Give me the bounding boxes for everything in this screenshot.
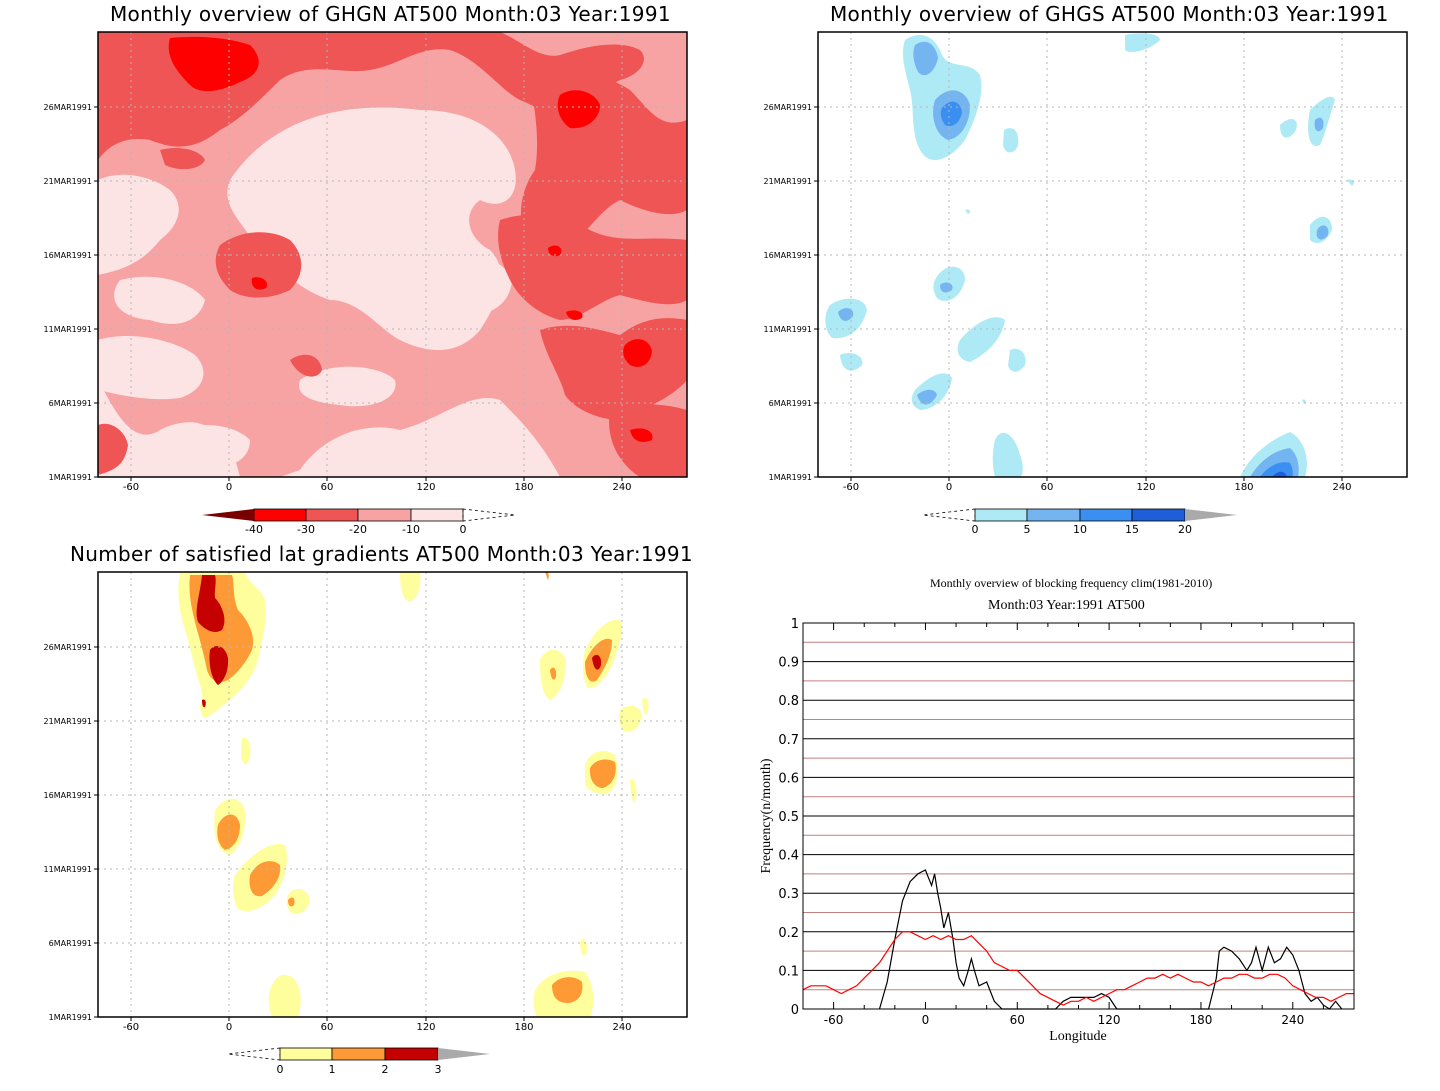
colorbar-label: -20 [349, 523, 367, 536]
x-tick-label: 120 [1136, 482, 1155, 493]
ghgs-colorbar: 0 5 10 15 20 [922, 508, 1237, 536]
y-tick-label: 26MAR1991 [764, 103, 812, 112]
frequency-chart: -60 0 60 120 180 240 0 0.1 0.2 0.3 0.4 0.5 0.6 0.7 0.8… [759, 617, 1355, 1044]
y-tick-label: 1 [791, 617, 799, 632]
frequency-subtitle: Month:03 Year:1991 AT500 [988, 598, 1145, 613]
x-tick-label: -60 [123, 482, 139, 493]
colorbar-label: -30 [297, 523, 315, 536]
x-tick-label: 180 [514, 482, 533, 493]
y-tick-label: 0.6 [778, 771, 799, 786]
ghgs-title: Monthly overview of GHGS AT500 Month:03 … [830, 2, 1389, 26]
x-tick-label: 0 [946, 482, 952, 493]
ghgn-field [98, 32, 687, 477]
colorbar-label: 0 [460, 523, 467, 536]
x-tick-label: 60 [1010, 1013, 1025, 1027]
y-tick-label: 0.8 [778, 694, 799, 709]
ghgs-panel: -60 0 60 120 180 240 1MAR1991 6MAR1991 1… [764, 31, 1408, 536]
y-tick-label: 26MAR1991 [44, 103, 92, 112]
x-tick-label: 240 [612, 482, 631, 493]
y-tick-label: 6MAR1991 [49, 939, 92, 948]
ghgn-panel: -60 0 60 120 180 240 1MAR1991 6MAR1991 1… [44, 31, 688, 536]
gradients-panel: -60 0 60 120 180 240 1MAR1991 6MAR1991 1… [44, 571, 688, 1076]
colorbar-label: 10 [1073, 523, 1087, 536]
y-tick-label: 1MAR1991 [49, 1013, 92, 1022]
colorbar-label: 5 [1024, 523, 1031, 536]
x-tick-label: 60 [1041, 482, 1054, 493]
y-tick-label: 0.3 [778, 887, 799, 902]
y-tick-label: 6MAR1991 [49, 399, 92, 408]
y-tick-label: 16MAR1991 [764, 251, 812, 260]
y-tick-label: 21MAR1991 [44, 717, 92, 726]
x-tick-label: -60 [843, 482, 859, 493]
y-tick-label: 21MAR1991 [44, 177, 92, 186]
frequency-ticks: -60 0 60 120 180 240 0 0.1 0.2 0.3 0.4 0.5 0.6 0.7 0.8… [778, 617, 1355, 1027]
y-tick-label: 16MAR1991 [44, 791, 92, 800]
colorbar-label: -10 [402, 523, 420, 536]
y-tick-label: 0.9 [778, 656, 799, 671]
frequency-gridlines [803, 641, 1354, 991]
x-tick-label: 240 [1332, 482, 1351, 493]
colorbar-label: 2 [382, 1063, 389, 1076]
gradients-field [98, 572, 687, 1017]
x-tick-label: 120 [416, 1022, 435, 1033]
x-tick-label: 0 [226, 482, 232, 493]
y-tick-label: 0.4 [778, 849, 799, 864]
y-tick-label: 11MAR1991 [44, 865, 92, 874]
frequency-ylabel: Frequency(n/month) [759, 758, 774, 873]
colorbar-label: 3 [435, 1063, 442, 1076]
colorbar-label: 15 [1125, 523, 1139, 536]
ghgn-colorbar: -40 -30 -20 -10 0 [202, 508, 516, 536]
ghgn-gridlines [98, 32, 687, 477]
colorbar-label: 0 [277, 1063, 284, 1076]
x-tick-label: 60 [321, 482, 334, 493]
y-tick-label: 1MAR1991 [769, 473, 812, 482]
x-tick-label: -60 [123, 1022, 139, 1033]
gradients-title: Number of satisfied lat gradients AT500 … [70, 542, 693, 566]
x-tick-label: 180 [514, 1022, 533, 1033]
x-tick-label: 0 [922, 1013, 930, 1027]
y-tick-label: 11MAR1991 [44, 325, 92, 334]
y-tick-label: 0.1 [778, 964, 799, 979]
y-tick-label: 16MAR1991 [44, 251, 92, 260]
x-tick-label: 240 [1281, 1013, 1304, 1027]
colorbar-label: -40 [245, 523, 263, 536]
y-tick-label: 26MAR1991 [44, 643, 92, 652]
y-tick-label: 0.5 [778, 810, 799, 825]
frequency-title: Monthly overview of blocking frequency c… [930, 576, 1213, 590]
y-tick-label: 1MAR1991 [49, 473, 92, 482]
x-tick-label: 120 [1098, 1013, 1121, 1027]
series-line-0 [878, 869, 1343, 1010]
y-tick-label: 0 [791, 1003, 799, 1018]
x-tick-label: 60 [321, 1022, 334, 1033]
y-tick-label: 6MAR1991 [769, 399, 812, 408]
y-tick-label: 0.7 [778, 733, 799, 748]
ghgs-field [818, 32, 1407, 477]
x-tick-label: 180 [1234, 482, 1253, 493]
frequency-xlabel: Longitude [1049, 1029, 1107, 1044]
y-tick-label: 21MAR1991 [764, 177, 812, 186]
ghgn-title: Monthly overview of GHGN AT500 Month:03 … [110, 2, 671, 26]
y-tick-label: 11MAR1991 [764, 325, 812, 334]
series-line-1 [802, 931, 1354, 1006]
gradients-colorbar: 0 1 2 3 [227, 1047, 490, 1076]
y-tick-label: 0.2 [778, 926, 799, 941]
x-tick-label: 0 [226, 1022, 232, 1033]
colorbar-label: 20 [1178, 523, 1192, 536]
x-tick-label: 120 [416, 482, 435, 493]
colorbar-label: 1 [329, 1063, 336, 1076]
colorbar-label: 0 [972, 523, 979, 536]
x-tick-label: 180 [1189, 1013, 1212, 1027]
x-tick-label: 240 [612, 1022, 631, 1033]
frequency-series [802, 869, 1354, 1010]
x-tick-label: -60 [824, 1013, 844, 1027]
